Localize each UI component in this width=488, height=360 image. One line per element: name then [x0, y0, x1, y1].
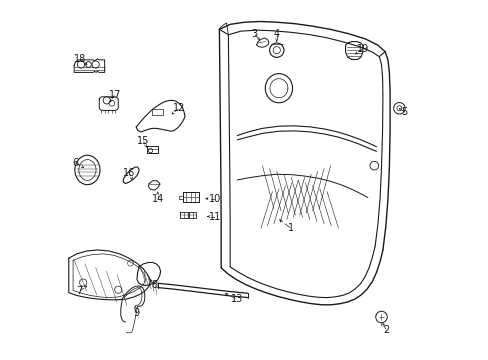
Text: 12: 12: [173, 103, 185, 113]
Text: 14: 14: [151, 194, 163, 204]
Text: 2: 2: [382, 325, 388, 335]
Text: 15: 15: [137, 136, 149, 146]
Text: 8: 8: [151, 280, 157, 290]
Text: 11: 11: [208, 212, 221, 221]
Text: 9: 9: [133, 309, 139, 318]
Text: 5: 5: [401, 107, 407, 117]
Text: 19: 19: [356, 44, 368, 54]
Text: 6: 6: [72, 158, 78, 168]
Text: 4: 4: [273, 29, 279, 39]
Text: 3: 3: [251, 29, 257, 39]
Text: 18: 18: [74, 54, 86, 64]
Text: 10: 10: [208, 194, 221, 204]
Text: 13: 13: [230, 294, 242, 304]
Text: 16: 16: [122, 168, 135, 178]
Text: 17: 17: [108, 90, 121, 100]
Text: 1: 1: [287, 224, 294, 233]
Text: 7: 7: [76, 286, 82, 296]
